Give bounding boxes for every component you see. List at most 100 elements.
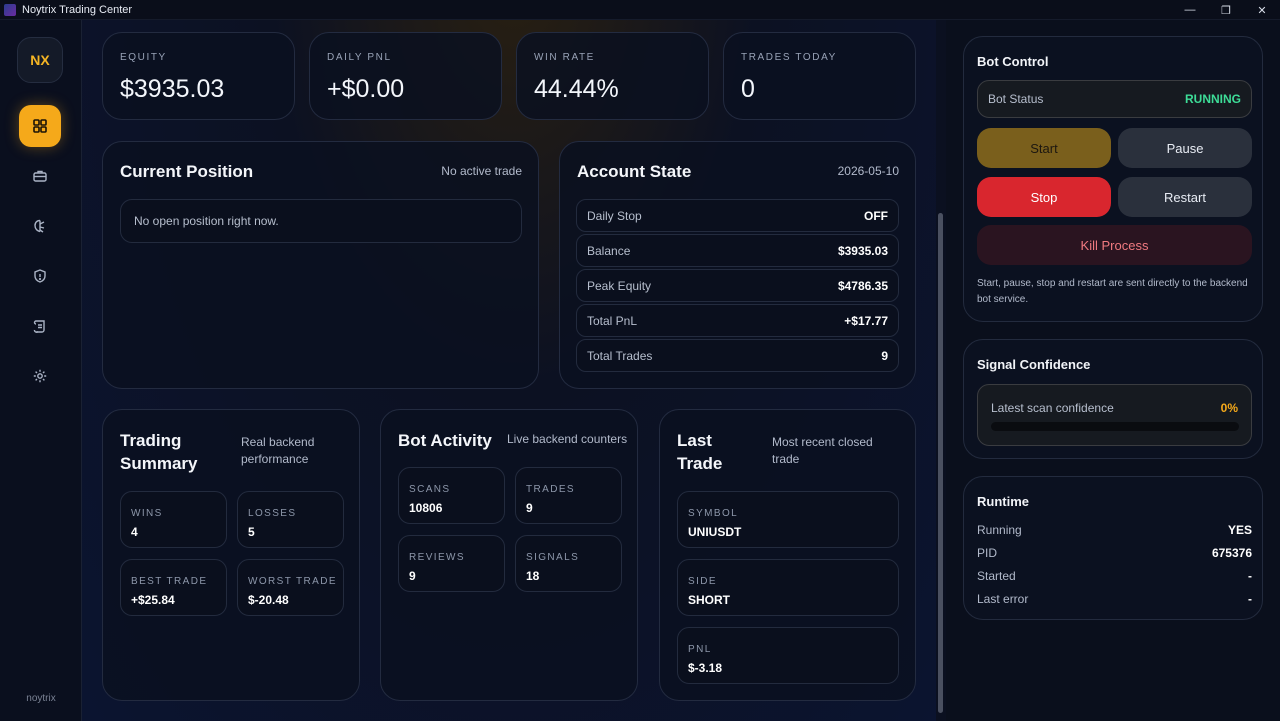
account-state-card: Account State 2026-05-10 Daily Stop OFF …: [559, 141, 916, 389]
tile-value: 4: [131, 525, 138, 539]
signal-confidence-card: Signal Confidence Latest scan confidence…: [963, 339, 1263, 459]
tile-value: 10806: [409, 501, 443, 515]
row-key: Total PnL: [587, 313, 638, 328]
tile-value: $-3.18: [688, 661, 723, 675]
row-key: Daily Stop: [587, 208, 642, 223]
tile-value: $-20.48: [248, 593, 289, 607]
app-logo[interactable]: NX: [17, 37, 63, 83]
card-title: Bot Control: [977, 54, 1049, 69]
pause-button[interactable]: Pause: [1118, 128, 1252, 168]
nav-ai[interactable]: [19, 205, 61, 247]
empty-position-message: No open position right now.: [134, 214, 279, 228]
bot-control-card: Bot Control Bot Status RUNNING Start Pau…: [963, 36, 1263, 322]
kill-process-button[interactable]: Kill Process: [977, 225, 1252, 265]
card-title: Current Position: [120, 162, 254, 181]
kpi-win-rate: WIN RATE 44.44%: [516, 32, 709, 120]
kpi-daily-pnl: DAILY PNL +$0.00: [309, 32, 502, 120]
subtitle-line: Real backend: [241, 435, 315, 449]
tile-label: PNL: [688, 644, 712, 655]
scrollbar-thumb[interactable]: [938, 213, 943, 713]
title-line: Trade: [677, 454, 723, 473]
kpi-label: DAILY PNL: [327, 52, 392, 63]
row-key: Balance: [587, 243, 631, 258]
dashboard-icon: [33, 119, 47, 133]
stat-tile-signals: SIGNALS 18: [515, 535, 622, 592]
scroll-icon: [33, 320, 45, 333]
kpi-label: EQUITY: [120, 52, 167, 63]
card-subtitle: Real backend performance: [241, 434, 314, 468]
row-value: -: [1248, 569, 1252, 583]
nav-risk[interactable]: [19, 255, 61, 297]
row-value: $4786.35: [837, 278, 888, 293]
trade-tile-pnl: PNL $-3.18: [677, 627, 899, 684]
runtime-row-pid: PID 675376: [977, 546, 1252, 560]
brand-footer: noytrix: [26, 693, 56, 704]
trade-tile-side: SIDE SHORT: [677, 559, 899, 616]
nav-dashboard[interactable]: [19, 105, 61, 147]
confidence-label: Latest scan confidence: [991, 401, 1114, 415]
stat-tile-losses: LOSSES 5: [237, 491, 344, 548]
account-row-total-trades: Total Trades 9: [576, 339, 899, 372]
nav-settings[interactable]: [19, 355, 61, 397]
kpi-value: +$0.00: [327, 75, 405, 103]
row-value: -: [1248, 592, 1252, 606]
card-subtitle: Live backend counters: [507, 432, 628, 446]
card-title: Runtime: [977, 494, 1029, 509]
title-line: Trading: [120, 431, 182, 450]
confidence-value: 0%: [1220, 401, 1238, 415]
row-value: +$17.77: [844, 313, 888, 328]
stat-tile-trades: TRADES 9: [515, 467, 622, 524]
row-key: Started: [977, 569, 1016, 583]
last-trade-card: Last Trade Most recent closed trade SYMB…: [659, 409, 916, 701]
tile-value: 9: [409, 569, 416, 583]
tile-label: LOSSES: [248, 508, 297, 519]
nav-logs[interactable]: [19, 305, 61, 347]
main-content: EQUITY $3935.03 DAILY PNL +$0.00 WIN RAT…: [82, 20, 946, 721]
bot-control-note: Start, pause, stop and restart are sent …: [977, 276, 1257, 308]
stat-tile-wins: WINS 4: [120, 491, 227, 548]
tile-label: SIDE: [688, 576, 717, 587]
subtitle-line: trade: [772, 452, 800, 466]
subtitle-line: performance: [241, 452, 309, 466]
kpi-value: 0: [741, 75, 755, 103]
kpi-value: $3935.03: [120, 75, 225, 103]
brain-icon: [34, 219, 45, 233]
tile-value: 9: [526, 501, 533, 515]
card-title: Last Trade: [677, 429, 722, 475]
tile-value: +$25.84: [131, 593, 175, 607]
row-value: OFF: [864, 208, 888, 223]
tile-value: UNIUSDT: [688, 525, 742, 539]
minimize-button[interactable]: —: [1184, 4, 1196, 16]
runtime-row-started: Started -: [977, 569, 1252, 583]
row-value: 9: [881, 348, 888, 363]
confidence-box: Latest scan confidence 0%: [977, 384, 1252, 446]
bot-status-row: Bot Status RUNNING: [977, 80, 1252, 118]
start-button[interactable]: Start: [977, 128, 1111, 168]
tile-label: WINS: [131, 508, 163, 519]
title-line: Summary: [120, 454, 198, 473]
card-title: Account State: [577, 162, 692, 181]
trade-tile-symbol: SYMBOL UNIUSDT: [677, 491, 899, 548]
account-row-total-pnl: Total PnL +$17.77: [576, 304, 899, 337]
nav-portfolio[interactable]: [19, 155, 61, 197]
row-key: Total Trades: [587, 348, 653, 363]
tile-value: SHORT: [688, 593, 730, 607]
account-row-daily-stop: Daily Stop OFF: [576, 199, 899, 232]
kpi-value: 44.44%: [534, 75, 619, 103]
maximize-button[interactable]: ❐: [1221, 4, 1231, 17]
account-row-peak-equity: Peak Equity $4786.35: [576, 269, 899, 302]
tile-label: WORST TRADE: [248, 576, 337, 587]
subtitle-line: Most recent closed: [772, 435, 873, 449]
bot-activity-card: Bot Activity Live backend counters SCANS…: [380, 409, 638, 701]
note-line: bot service.: [977, 294, 1029, 305]
tile-label: SIGNALS: [526, 552, 580, 563]
account-row-balance: Balance $3935.03: [576, 234, 899, 267]
close-button[interactable]: ✕: [1257, 4, 1267, 17]
confidence-track: [991, 422, 1239, 431]
restart-button[interactable]: Restart: [1118, 177, 1252, 217]
card-title: Bot Activity: [398, 431, 492, 450]
row-value: 675376: [1211, 546, 1252, 560]
stop-button[interactable]: Stop: [977, 177, 1111, 217]
row-key: Last error: [977, 592, 1029, 606]
shield-icon: [34, 269, 46, 283]
